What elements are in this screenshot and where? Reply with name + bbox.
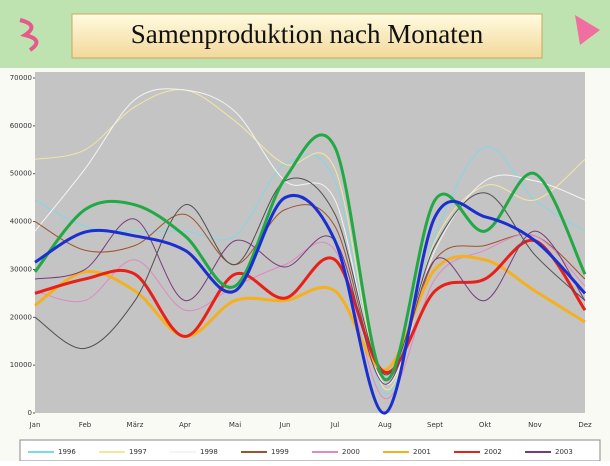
x-tick-label: März	[127, 421, 144, 429]
x-tick-label: Jun	[279, 421, 291, 429]
legend-label: 2002	[484, 448, 502, 456]
series-line	[34, 177, 586, 376]
x-tick-label: Apr	[179, 421, 191, 429]
legend	[19, 439, 601, 462]
series-line	[34, 193, 587, 415]
x-tick-label: Okt	[479, 421, 492, 429]
decoration	[575, 15, 600, 45]
series-line	[34, 204, 586, 381]
series-line	[34, 89, 586, 391]
series-line	[34, 88, 586, 385]
x-tick-label: Jan	[29, 421, 41, 429]
plot-area	[35, 72, 585, 413]
series-line	[34, 234, 586, 400]
x-tick-label: Nov	[528, 421, 542, 429]
x-tick-label: Feb	[79, 421, 92, 429]
legend-label: 1998	[200, 448, 218, 456]
series-line	[33, 133, 587, 382]
y-tick-label: 70000	[10, 74, 32, 82]
chart-title: Samenproduktion nach Monaten	[131, 19, 484, 49]
y-tick-label: 10000	[10, 361, 32, 369]
title-box	[71, 13, 543, 59]
series-line	[34, 254, 586, 372]
x-tick-label: Sept	[427, 421, 443, 429]
legend-label: 1999	[271, 448, 289, 456]
y-tick-label: 60000	[10, 122, 32, 130]
legend-label: 1996	[58, 448, 76, 456]
legend-label: 2001	[413, 448, 431, 456]
y-tick-label: 30000	[10, 265, 32, 273]
x-tick-label: Mai	[229, 421, 241, 429]
x-tick-label: Jul	[330, 421, 340, 429]
y-tick-label: 40000	[10, 218, 32, 226]
y-tick-label: 50000	[10, 170, 32, 178]
decoration	[19, 18, 39, 52]
x-tick-label: Dez	[578, 421, 592, 429]
legend-label: 2003	[555, 448, 573, 456]
legend-label: 2000	[342, 448, 360, 456]
y-tick-label: 0	[28, 409, 32, 417]
legend-label: 1997	[129, 448, 147, 456]
x-tick-label: Aug	[378, 421, 392, 429]
y-tick-label: 20000	[10, 313, 32, 321]
series-line	[34, 146, 586, 395]
series-line	[34, 238, 587, 374]
